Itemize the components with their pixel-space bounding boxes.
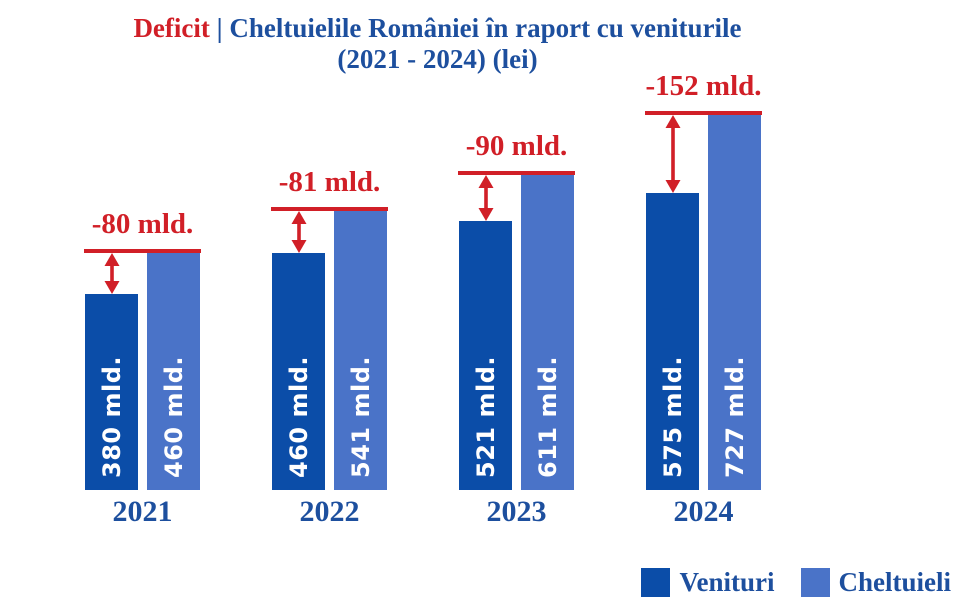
bar-group-2021: 380 mld. 460 mld. -80 mld. 2021 xyxy=(84,0,201,528)
legend-swatch-venituri xyxy=(641,568,671,597)
deficit-label: -90 mld. xyxy=(465,130,568,162)
cheltuieli-bar-value-label: 727 mld. xyxy=(720,356,749,478)
legend-swatch-cheltuieli xyxy=(800,568,830,597)
legend: Venituri Cheltuieli xyxy=(641,568,951,597)
cheltuieli-bar-label-wrap: 460 mld. xyxy=(147,356,200,478)
venituri-bar-label-wrap: 575 mld. xyxy=(646,356,699,478)
deficit-label: -81 mld. xyxy=(278,166,381,198)
deficit-line xyxy=(458,171,575,175)
cheltuieli-bar: 460 mld. xyxy=(147,253,200,490)
cheltuieli-bar-value-label: 460 mld. xyxy=(159,356,188,478)
bar-group-2022: 460 mld. 541 mld. -81 mld. 2022 xyxy=(271,0,388,528)
venituri-bar-value-label: 380 mld. xyxy=(97,356,126,478)
venituri-bar-value-label: 575 mld. xyxy=(658,356,687,478)
cheltuieli-bar-value-label: 541 mld. xyxy=(346,356,375,478)
cheltuieli-bar-label-wrap: 611 mld. xyxy=(521,356,574,478)
deficit-word: Deficit xyxy=(133,13,210,43)
deficit-line xyxy=(645,111,762,115)
title-main: Cheltuielile României în raport cu venit… xyxy=(229,13,742,43)
deficit-line xyxy=(271,207,388,211)
deficit-arrow-icon xyxy=(661,115,685,193)
cheltuieli-bar-value-label: 611 mld. xyxy=(533,356,562,478)
legend-label: Cheltuieli xyxy=(838,567,952,597)
cheltuieli-bar-label-wrap: 727 mld. xyxy=(708,356,761,478)
cheltuieli-bar: 727 mld. xyxy=(708,115,761,490)
venituri-bar-value-label: 521 mld. xyxy=(471,356,500,478)
year-label: 2023 xyxy=(486,495,547,528)
year-label: 2024 xyxy=(673,495,734,528)
venituri-bar-label-wrap: 380 mld. xyxy=(85,356,138,478)
cheltuieli-bar: 611 mld. xyxy=(521,175,574,490)
legend-item-cheltuieli: Cheltuieli xyxy=(800,567,952,597)
deficit-arrow-icon xyxy=(474,175,498,221)
bar-group-2024: 575 mld. 727 mld. -152 mld. 2024 xyxy=(645,0,762,528)
deficit-arrow-icon xyxy=(100,253,124,294)
legend-label: Venituri xyxy=(679,567,775,597)
venituri-bar: 460 mld. xyxy=(272,253,325,490)
legend-item-venituri: Venituri xyxy=(641,567,775,597)
chart-title-line1: Deficit | Cheltuielile României în rapor… xyxy=(0,13,875,44)
cheltuieli-bar: 541 mld. xyxy=(334,211,387,490)
venituri-bar: 575 mld. xyxy=(646,193,699,490)
bar-group-2023: 521 mld. 611 mld. -90 mld. 2023 xyxy=(458,0,575,528)
deficit-line xyxy=(84,249,201,253)
chart-subtitle: (2021 - 2024) (lei) xyxy=(337,44,538,74)
deficit-label: -152 mld. xyxy=(645,70,762,102)
venituri-bar-value-label: 460 mld. xyxy=(284,356,313,478)
venituri-bar-label-wrap: 460 mld. xyxy=(272,356,325,478)
deficit-label: -80 mld. xyxy=(91,208,194,240)
chart-title: Deficit | Cheltuielile României în rapor… xyxy=(0,13,875,75)
cheltuieli-bar-label-wrap: 541 mld. xyxy=(334,356,387,478)
year-label: 2021 xyxy=(112,495,173,528)
title-separator: | xyxy=(209,13,230,43)
venituri-bar: 521 mld. xyxy=(459,221,512,490)
deficit-arrow-icon xyxy=(287,211,311,253)
year-label: 2022 xyxy=(299,495,360,528)
venituri-bar-label-wrap: 521 mld. xyxy=(459,356,512,478)
venituri-bar: 380 mld. xyxy=(85,294,138,490)
